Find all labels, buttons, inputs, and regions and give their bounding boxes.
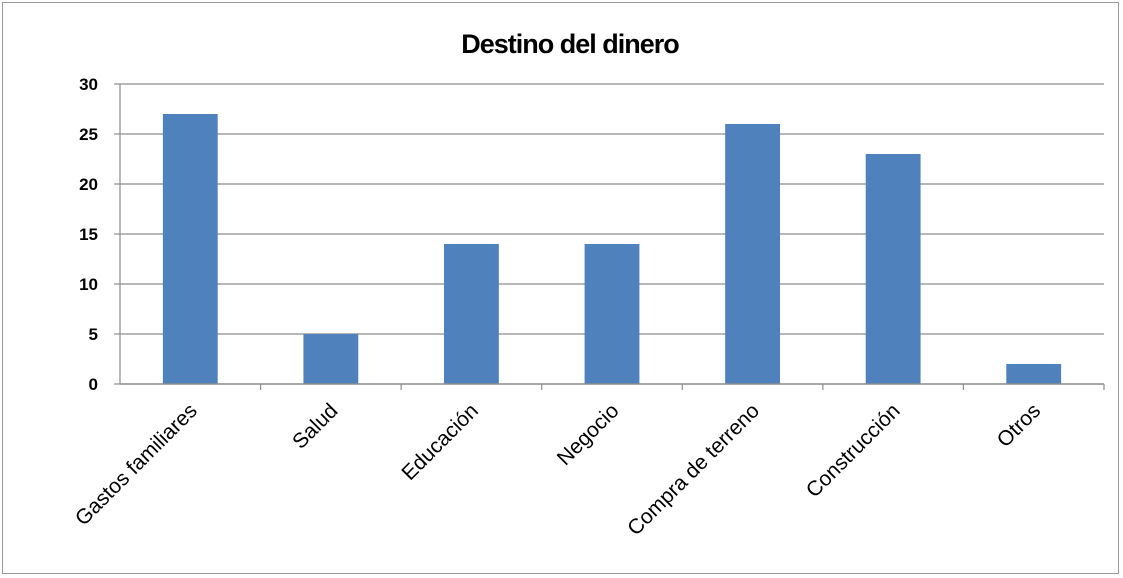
y-tick-label: 20 [79, 175, 98, 194]
x-tick-label: Construcción [802, 399, 905, 502]
x-axis-ticks: Gastos familiares Salud Educación Negocio Co… [71, 399, 1045, 540]
y-tick-label: 5 [89, 325, 98, 344]
x-tick-label: Otros [993, 399, 1046, 452]
bar [162, 114, 218, 384]
bars [162, 114, 1062, 384]
bar [303, 334, 359, 384]
bar [584, 244, 640, 384]
y-tick-label: 25 [79, 125, 98, 144]
x-tick-label: Compra de terreno [623, 399, 764, 540]
y-tick-label: 10 [79, 275, 98, 294]
y-tick-label: 0 [89, 375, 98, 394]
chart-title: Destino del dinero [461, 29, 679, 59]
x-tick-label: Negocio [553, 399, 624, 470]
bar [725, 124, 780, 384]
bar [1006, 364, 1062, 384]
y-tick-label: 30 [79, 75, 98, 94]
gridlines [120, 83, 1104, 335]
bar [865, 154, 921, 384]
x-tick-label: Educación [397, 399, 483, 485]
x-tick-label: Gastos familiares [71, 399, 202, 530]
y-tick-label: 15 [79, 225, 98, 244]
y-axis-ticks: 0 5 10 15 20 25 30 [79, 75, 98, 394]
x-tick-label: Salud [288, 399, 342, 453]
bar [444, 244, 499, 384]
axes [114, 83, 1105, 390]
